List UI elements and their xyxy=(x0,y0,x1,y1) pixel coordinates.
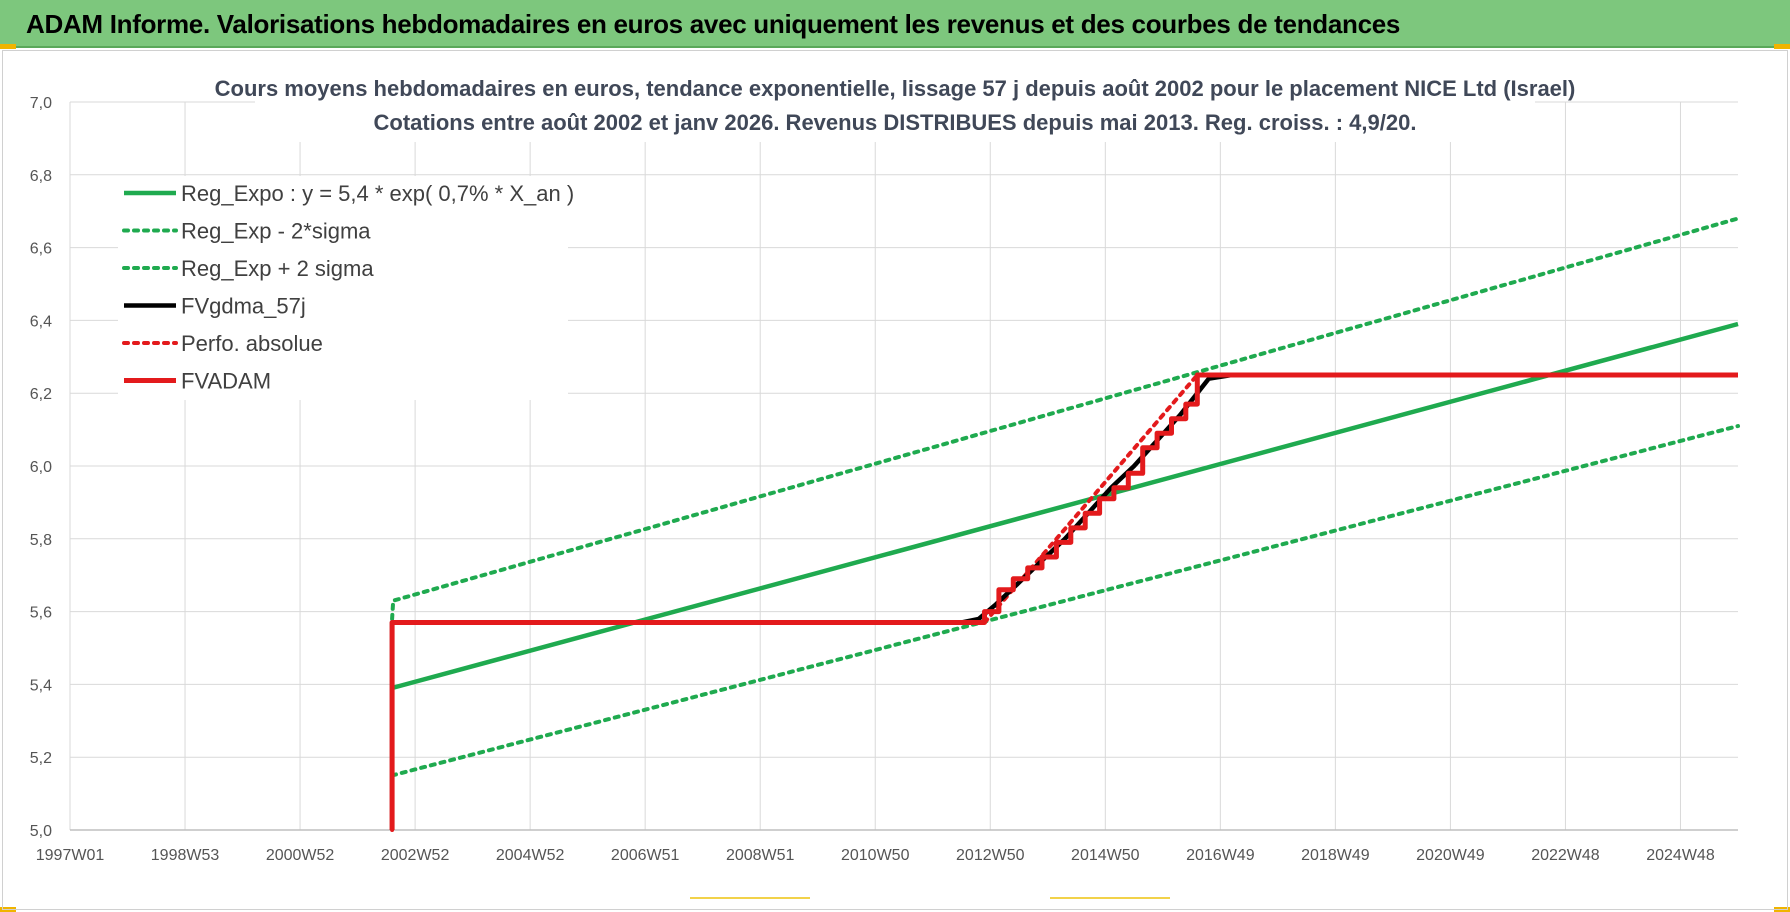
series-line-0 xyxy=(391,321,1739,691)
legend-label: Reg_Exp - 2*sigma xyxy=(181,219,371,244)
y-tick-label: 7,0 xyxy=(30,95,52,112)
y-tick-label: 5,6 xyxy=(30,605,52,622)
corner-marker xyxy=(0,44,16,49)
axis-layer: 5,0 5,2 5,4 5,6 5,8 6,0 6,2 6,4 6,6 6,8 7,0 1997W01… xyxy=(30,95,1738,864)
legend-label: FVgdma_57j xyxy=(181,294,306,319)
y-tick-label: 5,8 xyxy=(30,532,52,549)
y-tick-label: 6,4 xyxy=(30,313,52,330)
report-banner: ADAM Informe. Valorisations hebdomadaire… xyxy=(0,0,1790,48)
x-tick-label: 2020W49 xyxy=(1416,847,1485,864)
y-tick-label: 6,6 xyxy=(30,241,52,258)
title-background xyxy=(255,66,1535,142)
chart-title-line-2: Cotations entre août 2002 et janv 2026. … xyxy=(374,110,1417,135)
x-tick-label: 2002W52 xyxy=(381,847,450,864)
legend-label: Reg_Exp + 2 sigma xyxy=(181,256,374,281)
legend-label: FVADAM xyxy=(181,369,271,394)
y-tick-label: 5,0 xyxy=(30,823,52,840)
y-tick-label: 6,2 xyxy=(30,386,52,403)
legend-label: Perfo. absolue xyxy=(181,331,323,356)
legend-label: Reg_Expo : y = 5,4 * exp( 0,7% * X_an ) xyxy=(181,181,574,206)
series-line-2 xyxy=(390,216,1740,621)
x-tick-label: 2018W49 xyxy=(1301,847,1370,864)
y-tick-label: 6,0 xyxy=(30,459,52,476)
y-tick-label: 5,2 xyxy=(30,750,52,767)
chart-legend: Reg_Expo : y = 5,4 * exp( 0,7% * X_an ) R… xyxy=(122,181,574,394)
x-tick-label: 2022W48 xyxy=(1531,847,1600,864)
x-tick-label: 2008W51 xyxy=(726,847,795,864)
x-tick-label: 2024W48 xyxy=(1646,847,1715,864)
accent-line xyxy=(690,897,810,899)
series-layer xyxy=(389,216,1740,832)
corner-marker xyxy=(1774,44,1790,49)
legend-background xyxy=(118,176,568,400)
series-line-5 xyxy=(389,372,1738,830)
x-tick-label: 2014W50 xyxy=(1071,847,1140,864)
y-tick-label: 6,8 xyxy=(30,168,52,185)
x-tick-label: 2000W52 xyxy=(266,847,335,864)
report-title: ADAM Informe. Valorisations hebdomadaire… xyxy=(26,9,1401,39)
x-tick-label: 2004W52 xyxy=(496,847,565,864)
chart-title-line-1: Cours moyens hebdomadaires en euros, ten… xyxy=(215,76,1576,101)
y-tick-label: 5,4 xyxy=(30,677,52,694)
series-line-1 xyxy=(390,424,1740,778)
x-tick-label: 2006W51 xyxy=(611,847,680,864)
x-tick-label: 2016W49 xyxy=(1186,847,1255,864)
x-tick-label: 2010W50 xyxy=(841,847,910,864)
x-tick-label: 1998W53 xyxy=(151,847,220,864)
chart-frame xyxy=(2,50,1788,910)
x-tick-label: 1997W01 xyxy=(36,847,105,864)
accent-line xyxy=(1050,897,1170,899)
x-tick-label: 2012W50 xyxy=(956,847,1025,864)
